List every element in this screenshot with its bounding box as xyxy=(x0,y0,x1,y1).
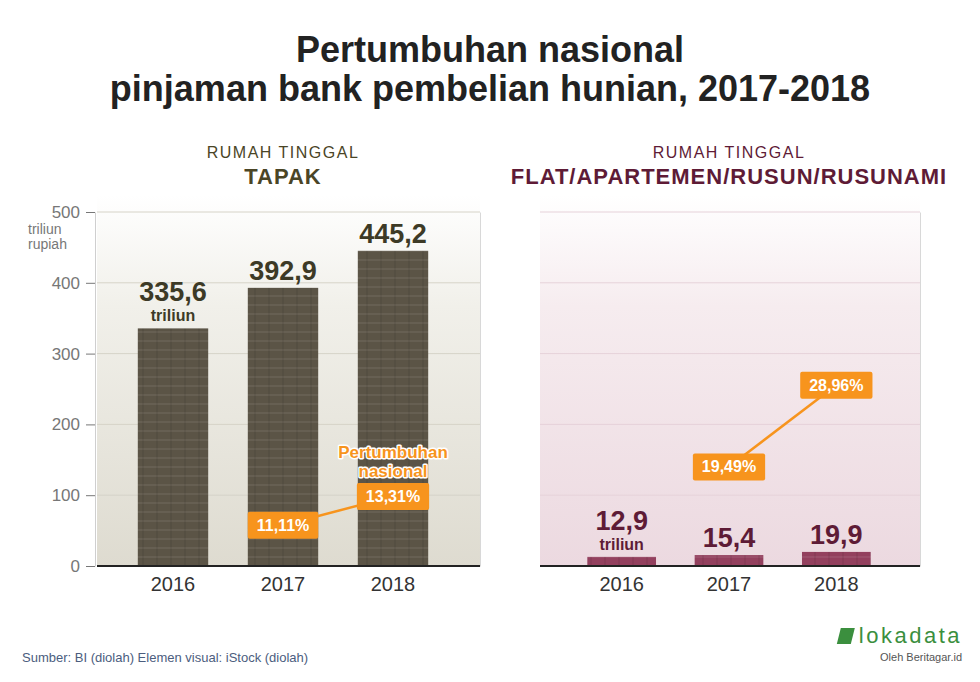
y-axis-line xyxy=(95,213,96,567)
growth-label: 19,49% xyxy=(702,458,756,475)
panel-subtitle: RUMAH TINGGAL xyxy=(207,144,360,161)
y-tick-label: 100 xyxy=(52,486,80,505)
y-axis-title-line: triliun xyxy=(28,221,61,237)
y-tick-label: 200 xyxy=(52,415,80,434)
data-label: 15,4 xyxy=(703,523,756,553)
growth-label-group: 19,49% xyxy=(693,453,765,480)
bar xyxy=(248,288,318,566)
growth-label-box xyxy=(248,512,319,539)
annotation: triliun xyxy=(151,307,195,324)
y-tick: 400 xyxy=(52,274,95,293)
x-tick-label: 2018 xyxy=(371,573,416,595)
y-tick-mark xyxy=(86,354,95,355)
grid-line xyxy=(97,212,480,213)
x-tick: 2016 xyxy=(599,573,644,595)
marks xyxy=(587,385,870,566)
bar xyxy=(138,328,208,566)
growth-label-group: 13,31% xyxy=(357,483,429,510)
panel-title: FLAT/APARTEMEN/RUSUN/RUSUNAMI xyxy=(511,164,947,189)
x-tick: 2017 xyxy=(261,573,306,595)
grid-line xyxy=(97,566,480,567)
x-tick-label: 2017 xyxy=(261,573,306,595)
y-tick: 500 xyxy=(52,203,95,222)
y-axis-title-line: rupiah xyxy=(28,236,67,252)
grid-line xyxy=(540,353,920,354)
y-tick: 0 xyxy=(71,557,95,576)
bar xyxy=(587,557,656,566)
panel-background xyxy=(540,195,920,566)
y2-axis-line xyxy=(480,213,481,567)
grid-line xyxy=(540,495,920,496)
y-tick-label: 0 xyxy=(71,557,80,576)
y-axis: 0 100 200 300 400 500 xyxy=(52,203,96,576)
growth-label-box xyxy=(800,372,872,399)
marks xyxy=(138,251,428,566)
growth-label-box xyxy=(357,483,429,510)
growth-label-group: 11,11% xyxy=(248,512,319,539)
brand-sub: Oleh Beritagar.id xyxy=(880,651,962,663)
bar xyxy=(695,555,764,566)
y-tick: 200 xyxy=(52,415,95,434)
grid-line xyxy=(540,212,920,213)
baseline xyxy=(97,565,480,567)
x-tick-label: 2016 xyxy=(599,573,644,595)
y-tick-mark xyxy=(86,566,95,567)
chart-root: Pertumbuhan nasionalpinjaman bank pembel… xyxy=(0,0,980,682)
grid-line xyxy=(540,424,920,425)
data-label: 19,9 xyxy=(810,520,863,550)
grid-line xyxy=(540,282,920,283)
panel-title: TAPAK xyxy=(244,164,322,189)
growth-label-group: 28,96% xyxy=(800,372,872,399)
series-label: Pertumbuhannasional xyxy=(338,443,448,481)
panel-subtitle: RUMAH TINGGAL xyxy=(653,144,806,161)
data-label: 445,2 xyxy=(359,219,427,249)
panel-background xyxy=(97,195,480,566)
x-tick-label: 2016 xyxy=(151,573,196,595)
source: Sumber: BI (diolah) Elemen visual: iStoc… xyxy=(22,650,308,665)
growth-label: 13,31% xyxy=(366,488,420,505)
series-label-line: nasional xyxy=(359,462,428,481)
chart-svg: Pertumbuhan nasionalpinjaman bank pembel… xyxy=(0,0,980,682)
grid-line xyxy=(540,566,920,567)
y-tick-mark xyxy=(86,283,95,284)
brand-icon xyxy=(837,628,855,644)
x-tick: 2018 xyxy=(814,573,859,595)
growth-label: 11,11% xyxy=(257,517,310,534)
y2-axis-line xyxy=(920,213,921,567)
y-axis-title: triliunrupiah xyxy=(28,221,67,252)
y-tick-label: 400 xyxy=(52,274,80,293)
data-label: 335,6 xyxy=(139,277,207,307)
data-label: 392,9 xyxy=(249,256,317,286)
title: Pertumbuhan nasional xyxy=(296,29,684,70)
y2-axis xyxy=(480,213,481,567)
y2-axis xyxy=(920,213,921,567)
x-axis: 2016 2017 2018 xyxy=(151,573,416,595)
brand: lokadata xyxy=(859,623,962,648)
data-label: 12,9 xyxy=(595,506,648,536)
x-tick-label: 2018 xyxy=(814,573,859,595)
x-tick: 2018 xyxy=(371,573,416,595)
y-tick-mark xyxy=(86,424,95,425)
labels: 12,9triliun 15,4 19,9 19,49% 28,96% xyxy=(595,372,872,553)
y-tick: 100 xyxy=(52,486,95,505)
growth-label-box xyxy=(693,453,765,480)
x-axis: 2016 2017 2018 xyxy=(599,573,858,595)
labels: 335,6triliun 392,9 445,2 11,11% 13,31% Pertum… xyxy=(139,219,448,539)
bar xyxy=(802,552,871,566)
y-tick-label: 300 xyxy=(52,345,80,364)
x-tick: 2016 xyxy=(151,573,196,595)
series-label-line: Pertumbuhan xyxy=(338,443,448,462)
y-tick-label: 500 xyxy=(52,203,80,222)
title: pinjaman bank pembelian hunian, 2017-201… xyxy=(110,68,870,109)
growth-label: 28,96% xyxy=(809,377,863,394)
annotation: triliun xyxy=(599,536,643,553)
x-tick: 2017 xyxy=(707,573,752,595)
baseline xyxy=(540,565,920,567)
y-tick: 300 xyxy=(52,345,95,364)
bar xyxy=(358,251,428,566)
y-tick-mark xyxy=(86,212,95,213)
y-tick-mark xyxy=(86,495,95,496)
x-tick-label: 2017 xyxy=(707,573,752,595)
